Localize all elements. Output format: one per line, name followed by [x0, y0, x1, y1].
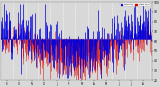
- Legend: Humidity, Dew Point: Humidity, Dew Point: [120, 3, 151, 6]
